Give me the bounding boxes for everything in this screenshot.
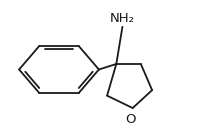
Text: O: O [125, 113, 136, 126]
Text: NH₂: NH₂ [110, 12, 135, 25]
